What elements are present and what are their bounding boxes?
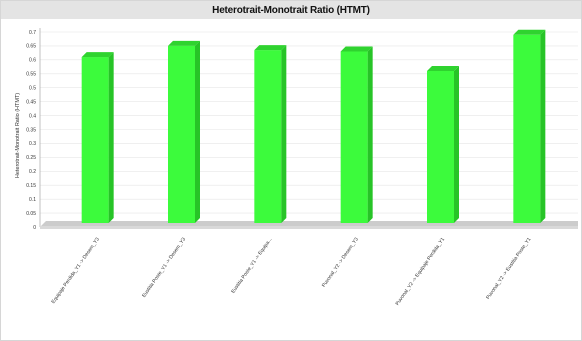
bar-side <box>281 45 287 223</box>
bar-side <box>195 40 200 223</box>
bars-layer <box>81 29 546 224</box>
bar-top <box>168 40 200 46</box>
y-axis-label: Heterotrait-Monotrait Ratio (HTMT) <box>15 93 21 178</box>
title-band: Heterotrait-Monotrait Ratio (HTMT) <box>1 1 581 19</box>
y-tick-label: 0.45 <box>26 99 36 105</box>
bar <box>254 45 287 223</box>
bar-side <box>540 29 546 223</box>
y-tick-label: 0.55 <box>26 72 36 78</box>
bar-side <box>367 46 373 223</box>
bar-front <box>513 34 541 224</box>
bar-top <box>340 46 373 52</box>
bar-front <box>168 45 195 223</box>
x-category-label: Eustitia Poste_Y1 -> Desem_Y3 <box>141 237 187 299</box>
chart-floor-edge <box>40 226 578 229</box>
x-category-label: Puvonal_Y2 -> Desem_Y3 <box>321 237 360 289</box>
bar <box>427 66 459 223</box>
bar <box>340 46 373 223</box>
y-tick-label: 0.1 <box>29 197 36 203</box>
bar-side <box>454 66 459 223</box>
bar-front <box>340 51 368 223</box>
x-axis-categories: Equipaje Perdida_Y1 -> Desem_Y3 Eustitia … <box>51 237 533 307</box>
y-tick-label: 0 <box>33 225 36 231</box>
y-tick-label: 0.15 <box>26 183 36 189</box>
grid-layer <box>40 31 578 228</box>
bar-top <box>513 29 546 35</box>
bar-side <box>108 52 114 224</box>
bar <box>168 40 200 223</box>
y-tick-label: 0.7 <box>29 30 36 36</box>
x-category-label: Puvonal_Y2 -> Equipaje Perdida_Y1 <box>395 237 447 307</box>
y-axis: 0 0.05 0.1 0.15 0.2 0.25 0.3 0.35 0.4 0.45 0.5 0.55… <box>26 28 41 231</box>
bar-front <box>254 50 282 223</box>
bar-top <box>81 52 114 58</box>
x-category-label: Eustitia Poste_Y1 -> Equipa... <box>230 237 273 295</box>
bar-top <box>427 66 459 71</box>
x-category-label: Equipaje Perdida_Y1 -> Desem_Y3 <box>51 237 101 305</box>
y-tick-label: 0.2 <box>29 169 36 175</box>
y-tick-label: 0.3 <box>29 141 36 147</box>
y-tick-label: 0.35 <box>26 127 36 133</box>
y-tick-label: 0.25 <box>26 155 36 161</box>
y-tick-label: 0.6 <box>29 58 36 64</box>
bar-front <box>427 71 454 223</box>
y-tick-label: 0.65 <box>26 44 36 50</box>
chart-title: Heterotrait-Monotrait Ratio (HTMT) <box>212 4 370 16</box>
bar-top <box>254 45 287 51</box>
bar-front <box>81 57 109 224</box>
bar <box>513 29 546 224</box>
y-tick-label: 0.5 <box>29 86 36 92</box>
y-tick-label: 0.4 <box>29 113 36 119</box>
x-category-label: Puvonal_Y2 -> Eustitia Poste_Y1 <box>485 237 532 301</box>
bar <box>81 52 114 224</box>
floor-layer <box>40 221 578 229</box>
y-tick-label: 0.05 <box>26 211 36 217</box>
